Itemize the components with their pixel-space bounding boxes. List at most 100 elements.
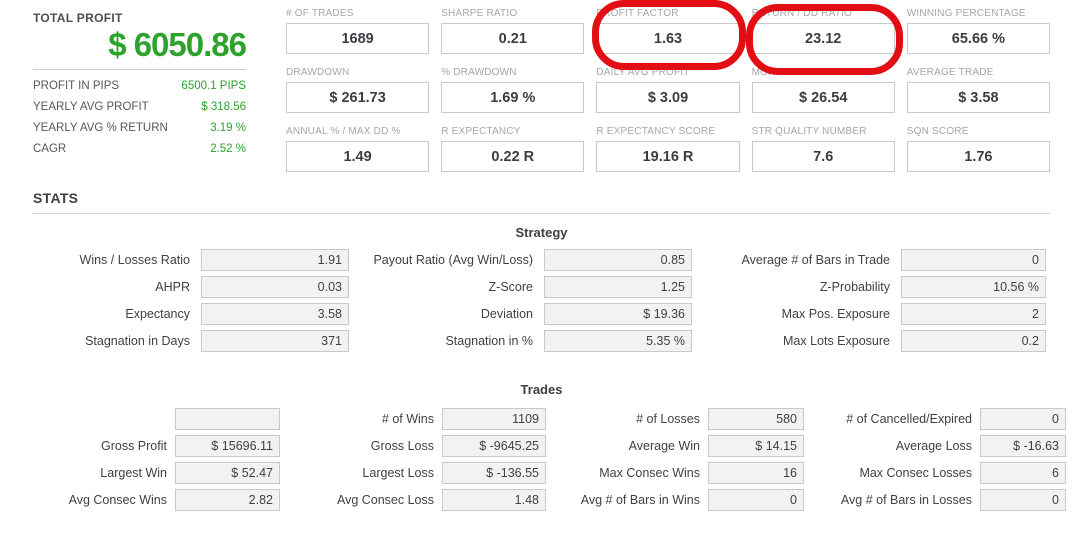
stat-value: 0.2 (901, 330, 1046, 352)
stat-label: Avg # of Bars in Wins (580, 493, 700, 507)
stat-value: 16 (708, 462, 804, 484)
stat-value: 10.56 % (901, 276, 1046, 298)
stat-value: $ -16.63 (980, 435, 1066, 457)
trades-row: Gross Profit $ 15696.11 Gross Loss $ -96… (33, 435, 1068, 457)
metric-r-expectancy-score-value: 19.16 R (596, 141, 740, 172)
yearly-avg-return-label: YEARLY AVG % RETURN (33, 122, 168, 134)
metric-monthly-avg-profit: MONTHLY AVG PROFIT $ 26.54 (751, 67, 895, 113)
metric-profit-factor-value: 1.63 (596, 23, 740, 54)
stat-label: Max Lots Exposure (783, 334, 890, 348)
yearly-avg-profit-label: YEARLY AVG PROFIT (33, 101, 149, 113)
metric-number-of-trades: # OF TRADES 1689 (286, 8, 430, 54)
stat-value: $ -9645.25 (442, 435, 546, 457)
stat-value: 6 (980, 462, 1066, 484)
stat-value: 1.25 (544, 276, 692, 298)
cagr-label: CAGR (33, 143, 67, 155)
trades-empty-value (175, 408, 280, 430)
stat-label: Largest Loss (362, 466, 434, 480)
summary-row-yearly-avg-profit: YEARLY AVG PROFIT $ 318.56 (33, 101, 246, 113)
metric-r-expectancy: R EXPECTANCY 0.22 R (441, 126, 585, 172)
stat-value: 1.91 (201, 249, 349, 271)
trades-row: # of Wins 1109 # of Losses 580 # of Canc… (33, 408, 1068, 430)
metric-r-expectancy-score: R EXPECTANCY SCORE 19.16 R (596, 126, 740, 172)
stat-label: Average # of Bars in Trade (741, 253, 890, 267)
stat-value: 1.48 (442, 489, 546, 511)
stat-label: Payout Ratio (Avg Win/Loss) (373, 253, 533, 267)
metric-pct-drawdown: % DRAWDOWN 1.69 % (441, 67, 585, 113)
metric-sharpe-ratio-value: 0.21 (441, 23, 585, 54)
summary-row-cagr: CAGR 2.52 % (33, 143, 246, 155)
stat-value: $ 52.47 (175, 462, 280, 484)
metric-r-expectancy-value: 0.22 R (441, 141, 585, 172)
stat-value: 0 (980, 408, 1066, 430)
stats-heading: STATS (33, 190, 79, 206)
metric-pct-drawdown-value: 1.69 % (441, 82, 585, 113)
strategy-row: Wins / Losses Ratio 1.91 Payout Ratio (A… (33, 249, 1046, 271)
trades-row: Avg Consec Wins 2.82 Avg Consec Loss 1.4… (33, 489, 1068, 511)
stat-label: Deviation (480, 307, 533, 321)
stat-value: 580 (708, 408, 804, 430)
strategy-row: Stagnation in Days 371 Stagnation in % 5… (33, 330, 1046, 352)
metric-annual-pct-max-dd-value: 1.49 (286, 141, 430, 172)
metric-sqn-score-value: 1.76 (906, 141, 1050, 172)
metric-number-of-trades-value: 1689 (286, 23, 430, 54)
total-profit-label: TOTAL PROFIT (33, 11, 123, 25)
stat-value: 0 (708, 489, 804, 511)
stat-value: 2 (901, 303, 1046, 325)
stat-value: $ -136.55 (442, 462, 546, 484)
stat-label: Largest Win (100, 466, 167, 480)
stat-label: # of Wins (381, 412, 434, 426)
summary-divider (33, 69, 246, 70)
trades-section-heading: Trades (520, 382, 563, 397)
profit-in-pips-value: 6500.1 PIPS (181, 80, 246, 92)
metric-profit-factor: PROFIT FACTOR 1.63 (596, 8, 740, 54)
stat-label: # of Losses (636, 412, 700, 426)
metric-winning-percentage: WINNING PERCENTAGE 65.66 % (906, 8, 1050, 54)
stat-value: 2.82 (175, 489, 280, 511)
stat-label: Wins / Losses Ratio (79, 253, 190, 267)
summary-row-yearly-avg-return: YEARLY AVG % RETURN 3.19 % (33, 122, 246, 134)
stat-label: Avg Consec Wins (68, 493, 167, 507)
total-profit-panel: TOTAL PROFIT $ 6050.86 PROFIT IN PIPS 65… (33, 11, 247, 164)
metrics-grid: # OF TRADES 1689 SHARPE RATIO 0.21 PROFI… (286, 8, 1050, 172)
summary-row-profit-in-pips: PROFIT IN PIPS 6500.1 PIPS (33, 80, 246, 92)
stats-divider (33, 213, 1050, 214)
stat-value: 3.58 (201, 303, 349, 325)
stat-value: 0.03 (201, 276, 349, 298)
stat-label: AHPR (155, 280, 190, 294)
metric-str-quality-number-value: 7.6 (751, 141, 895, 172)
stat-label: Avg Consec Loss (336, 493, 434, 507)
stat-label: Max Consec Wins (599, 466, 700, 480)
stat-label: Average Loss (895, 439, 972, 453)
profit-in-pips-label: PROFIT IN PIPS (33, 80, 120, 92)
strategy-section-heading: Strategy (515, 225, 568, 240)
stat-value: 1109 (442, 408, 546, 430)
stat-value: 0 (980, 489, 1066, 511)
stat-label: # of Cancelled/Expired (846, 412, 972, 426)
stat-value: 0 (901, 249, 1046, 271)
metric-winning-percentage-value: 65.66 % (906, 23, 1050, 54)
strategy-table: Wins / Losses Ratio 1.91 Payout Ratio (A… (33, 249, 1046, 357)
stat-value: $ 19.36 (544, 303, 692, 325)
metric-return-dd-ratio: RETURN / DD RATIO 23.12 (751, 8, 895, 54)
strategy-row: AHPR 0.03 Z-Score 1.25 Z-Probability 10.… (33, 276, 1046, 298)
metric-return-dd-ratio-value: 23.12 (751, 23, 895, 54)
stat-label: Max Consec Losses (859, 466, 972, 480)
stat-label: Z-Score (488, 280, 533, 294)
stat-label: Gross Loss (370, 439, 434, 453)
stat-label: Avg # of Bars in Losses (840, 493, 972, 507)
strategy-row: Expectancy 3.58 Deviation $ 19.36 Max Po… (33, 303, 1046, 325)
cagr-value: 2.52 % (210, 143, 246, 155)
trades-table: # of Wins 1109 # of Losses 580 # of Canc… (33, 408, 1068, 516)
trades-row: Largest Win $ 52.47 Largest Loss $ -136.… (33, 462, 1068, 484)
stat-label: Stagnation in Days (85, 334, 190, 348)
metric-str-quality-number: STR QUALITY NUMBER 7.6 (751, 126, 895, 172)
metric-daily-avg-profit: DAILY AVG PROFIT $ 3.09 (596, 67, 740, 113)
stat-value: 0.85 (544, 249, 692, 271)
stat-label: Gross Profit (101, 439, 167, 453)
stat-value: 5.35 % (544, 330, 692, 352)
metric-annual-pct-max-dd: ANNUAL % / MAX DD % 1.49 (286, 126, 430, 172)
stat-label: Average Win (628, 439, 700, 453)
stat-label: Expectancy (125, 307, 190, 321)
